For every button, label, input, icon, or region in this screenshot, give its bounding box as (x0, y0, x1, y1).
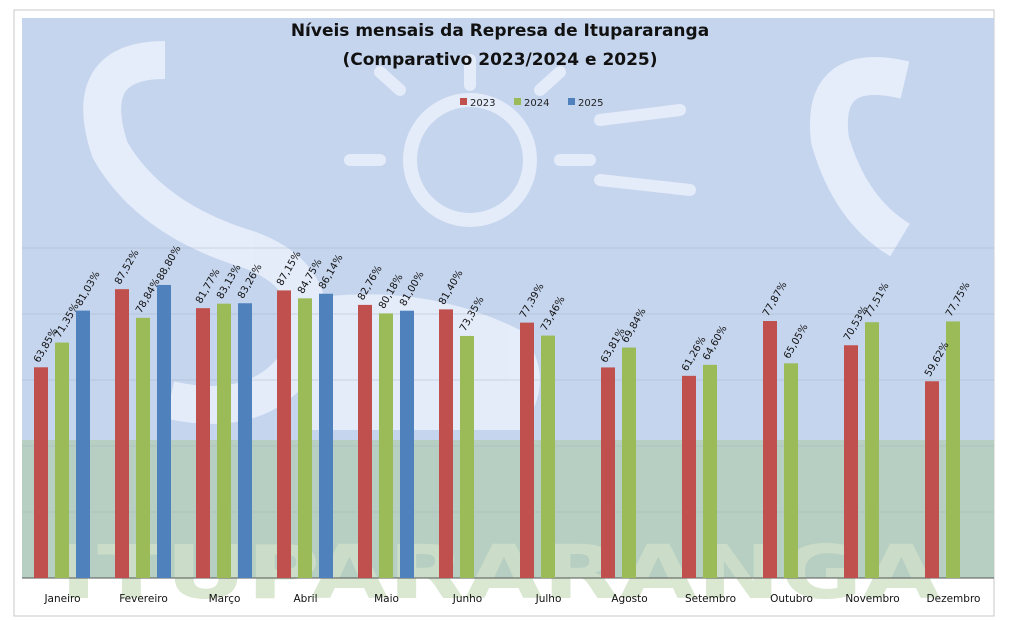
bar-2024-agosto (622, 347, 636, 578)
category-label: Outubro (770, 593, 813, 605)
chart-title: Níveis mensais da Represa de Itupararang… (291, 21, 709, 41)
bar-2023-janeiro (34, 367, 48, 578)
bar-2024-setembro (703, 364, 717, 578)
bar-2023-novembro (844, 345, 858, 578)
bar-2024-março (217, 303, 231, 578)
bar-2024-junho (460, 335, 474, 578)
bar-2023-setembro (682, 375, 696, 578)
bar-2024-dezembro (946, 321, 960, 578)
chart-subtitle: (Comparativo 2023/2024 e 2025) (342, 50, 657, 70)
legend-swatch-2023 (460, 98, 467, 105)
bar-2024-outubro (784, 363, 798, 578)
category-label: Agosto (611, 593, 647, 605)
bar-2025-fevereiro (157, 284, 171, 578)
category-label: Janeiro (43, 593, 80, 605)
category-label: Abril (294, 593, 318, 605)
bars-group (34, 284, 960, 578)
bar-2023-dezembro (925, 381, 939, 578)
bar-2024-maio (379, 313, 393, 578)
category-label: Junho (452, 593, 483, 605)
bar-2024-fevereiro (136, 317, 150, 578)
legend-label-2023: 2023 (470, 98, 495, 109)
legend-label-2025: 2025 (578, 98, 603, 109)
bar-2023-outubro (763, 321, 777, 578)
bar-2024-abril (298, 298, 312, 578)
legend-swatch-2024 (514, 98, 521, 105)
legend-label-2024: 2024 (524, 98, 549, 109)
legend: 2023 2024 2025 (460, 98, 603, 109)
category-label: Fevereiro (119, 593, 168, 605)
legend-swatch-2025 (568, 98, 575, 105)
category-labels-group: Janeiro Fevereiro Março Abril Maio Junho Julho… (43, 593, 980, 605)
gridlines (22, 247, 994, 513)
bar-2025-março (238, 303, 252, 578)
category-label: Setembro (685, 593, 736, 605)
bar-2025-janeiro (76, 310, 90, 578)
bar-2025-abril (319, 293, 333, 578)
category-label: Maio (374, 593, 399, 605)
category-label: Julho (535, 593, 562, 605)
bar-2023-julho (520, 322, 534, 578)
bar-2025-maio (400, 310, 414, 578)
bar-2023-junho (439, 309, 453, 578)
bar-2024-julho (541, 335, 555, 578)
bar-2023-março (196, 308, 210, 578)
category-label: Dezembro (927, 593, 981, 605)
bar-2023-agosto (601, 367, 615, 578)
bar-2024-janeiro (55, 342, 69, 578)
category-label: Março (209, 593, 241, 605)
bar-2024-novembro (865, 322, 879, 578)
bar-2023-fevereiro (115, 289, 129, 578)
bar-2023-maio (358, 304, 372, 578)
category-label: Novembro (845, 593, 899, 605)
bar-2023-abril (277, 290, 291, 578)
